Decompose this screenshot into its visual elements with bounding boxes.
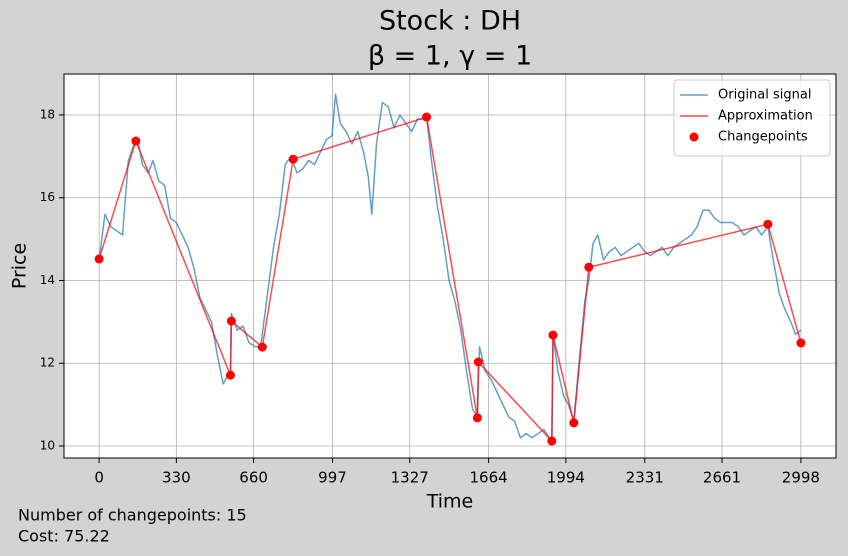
changepoint <box>796 338 806 348</box>
x-tick-label: 660 <box>239 469 268 487</box>
legend-label: Changepoints <box>718 130 808 145</box>
changepoint <box>422 112 432 122</box>
changepoint <box>226 316 236 326</box>
changepoint <box>288 154 298 164</box>
x-tick-label: 997 <box>318 469 347 487</box>
changepoint <box>472 413 482 423</box>
x-tick-label: 2661 <box>703 469 741 487</box>
x-tick-label: 1664 <box>470 469 508 487</box>
x-tick-label: 0 <box>94 469 104 487</box>
changepoint <box>584 262 594 272</box>
annotation: Number of changepoints: 15 <box>18 506 247 525</box>
x-tick-label: 330 <box>162 469 191 487</box>
chart-subtitle: β = 1, γ = 1 <box>368 41 532 72</box>
y-tick-label: 12 <box>40 356 55 370</box>
changepoint <box>257 342 267 352</box>
y-tick-label: 16 <box>40 190 55 204</box>
changepoint <box>473 357 483 367</box>
x-tick-label: 1327 <box>391 469 429 487</box>
series-line <box>98 93 802 443</box>
plot-frame <box>63 73 837 459</box>
changepoint <box>94 254 104 264</box>
y-tick-label: 14 <box>40 273 55 287</box>
x-tick-label: 1994 <box>547 469 585 487</box>
changepoint <box>131 136 141 146</box>
y-axis-label: Price <box>9 243 31 289</box>
y-tick-label: 18 <box>40 107 55 121</box>
annotation: Cost: 75.22 <box>18 527 110 546</box>
x-tick-label: 2331 <box>626 469 664 487</box>
changepoint <box>547 436 557 446</box>
legend-label: Original signal <box>718 88 811 103</box>
changepoint <box>763 219 773 229</box>
legend-marker <box>689 132 699 142</box>
x-axis-label: Time <box>426 491 474 513</box>
changepoint <box>569 418 579 428</box>
legend-label: Approximation <box>718 109 813 124</box>
y-tick-label: 10 <box>40 439 55 453</box>
legend-box <box>673 79 831 157</box>
x-tick-label: 2998 <box>782 469 820 487</box>
chart-title: Stock : DH <box>379 6 521 37</box>
changepoint <box>225 370 235 380</box>
changepoint <box>548 330 558 340</box>
